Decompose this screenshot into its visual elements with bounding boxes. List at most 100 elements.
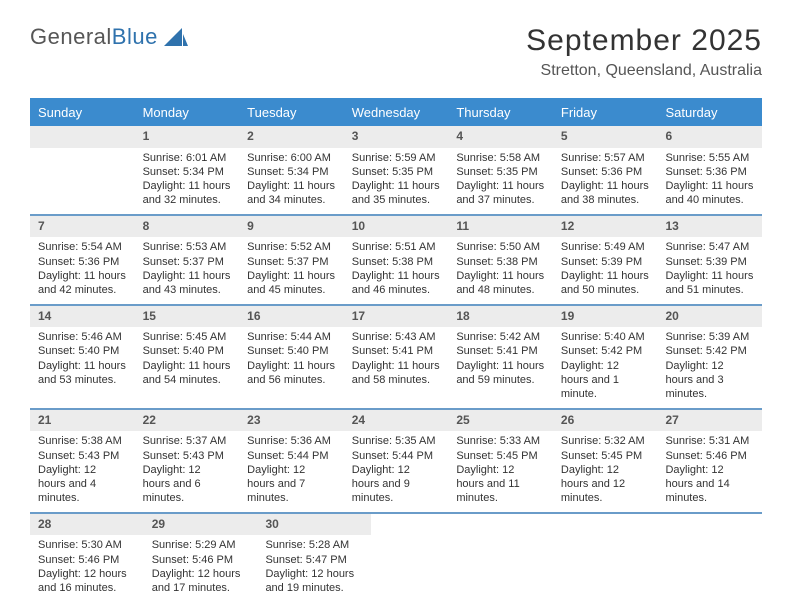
week-row: 21Sunrise: 5:38 AMSunset: 5:43 PMDayligh…: [30, 410, 762, 514]
sunrise-text: Sunrise: 5:39 AM: [665, 330, 754, 344]
sunset-text: Sunset: 5:46 PM: [38, 553, 136, 567]
sunset-text: Sunset: 5:40 PM: [143, 344, 232, 358]
day-cell: 14Sunrise: 5:46 AMSunset: 5:40 PMDayligh…: [30, 306, 135, 408]
sunrise-text: Sunrise: 5:50 AM: [456, 240, 545, 254]
sunrise-text: Sunrise: 5:49 AM: [561, 240, 650, 254]
calendar: SundayMondayTuesdayWednesdayThursdayFrid…: [30, 98, 762, 602]
sunset-text: Sunset: 5:36 PM: [38, 255, 127, 269]
weeks: 0 1Sunrise: 6:01 AMSunset: 5:34 PMDaylig…: [30, 126, 762, 602]
day-cell: 30Sunrise: 5:28 AMSunset: 5:47 PMDayligh…: [257, 514, 371, 602]
weekday-header-cell: Friday: [553, 98, 658, 126]
sunset-text: Sunset: 5:34 PM: [247, 165, 336, 179]
sunrise-text: Sunrise: 5:30 AM: [38, 538, 136, 552]
day-cell: 19Sunrise: 5:40 AMSunset: 5:42 PMDayligh…: [553, 306, 658, 408]
sunrise-text: Sunrise: 5:44 AM: [247, 330, 336, 344]
sunrise-text: Sunrise: 5:55 AM: [665, 151, 754, 165]
day-number: 22: [135, 410, 240, 432]
day-number: 6: [657, 126, 762, 148]
sunrise-text: Sunrise: 5:29 AM: [152, 538, 250, 552]
day-cell: 15Sunrise: 5:45 AMSunset: 5:40 PMDayligh…: [135, 306, 240, 408]
sunset-text: Sunset: 5:43 PM: [143, 449, 232, 463]
sunset-text: Sunset: 5:44 PM: [352, 449, 441, 463]
day-number: 26: [553, 410, 658, 432]
daylight-text: Daylight: 11 hours and 43 minutes.: [143, 269, 232, 298]
daylight-text: Daylight: 11 hours and 35 minutes.: [352, 179, 441, 208]
sunrise-text: Sunrise: 5:31 AM: [665, 434, 754, 448]
daylight-text: Daylight: 11 hours and 45 minutes.: [247, 269, 336, 298]
sunrise-text: Sunrise: 5:53 AM: [143, 240, 232, 254]
day-number: 5: [553, 126, 658, 148]
topbar: GeneralBlue September 2025 Stretton, Que…: [30, 24, 762, 80]
sunrise-text: Sunrise: 6:00 AM: [247, 151, 336, 165]
day-cell: 27Sunrise: 5:31 AMSunset: 5:46 PMDayligh…: [657, 410, 762, 512]
daylight-text: Daylight: 11 hours and 38 minutes.: [561, 179, 650, 208]
daylight-text: Daylight: 11 hours and 40 minutes.: [665, 179, 754, 208]
day-number: 15: [135, 306, 240, 328]
daylight-text: Daylight: 11 hours and 54 minutes.: [143, 359, 232, 388]
day-number: 12: [553, 216, 658, 238]
day-cell: 20Sunrise: 5:39 AMSunset: 5:42 PMDayligh…: [657, 306, 762, 408]
day-number: 21: [30, 410, 135, 432]
logo-sail-icon: [164, 28, 188, 46]
logo-word-a: General: [30, 24, 112, 49]
sunset-text: Sunset: 5:37 PM: [143, 255, 232, 269]
logo-word-b: Blue: [112, 24, 158, 49]
day-cell: 25Sunrise: 5:33 AMSunset: 5:45 PMDayligh…: [448, 410, 553, 512]
sunset-text: Sunset: 5:46 PM: [152, 553, 250, 567]
day-cell: 11Sunrise: 5:50 AMSunset: 5:38 PMDayligh…: [448, 216, 553, 304]
sunrise-text: Sunrise: 5:37 AM: [143, 434, 232, 448]
daylight-text: Daylight: 11 hours and 32 minutes.: [143, 179, 232, 208]
day-number: 30: [257, 514, 371, 536]
weekday-header-cell: Wednesday: [344, 98, 449, 126]
day-cell: 5Sunrise: 5:57 AMSunset: 5:36 PMDaylight…: [553, 126, 658, 214]
sunrise-text: Sunrise: 5:28 AM: [265, 538, 363, 552]
daylight-text: Daylight: 12 hours and 17 minutes.: [152, 567, 250, 596]
day-number: 20: [657, 306, 762, 328]
day-cell: [371, 514, 469, 602]
sunrise-text: Sunrise: 5:43 AM: [352, 330, 441, 344]
day-cell: 29Sunrise: 5:29 AMSunset: 5:46 PMDayligh…: [144, 514, 258, 602]
week-row: 7Sunrise: 5:54 AMSunset: 5:36 PMDaylight…: [30, 216, 762, 306]
sunset-text: Sunset: 5:37 PM: [247, 255, 336, 269]
sunset-text: Sunset: 5:35 PM: [352, 165, 441, 179]
day-cell: 26Sunrise: 5:32 AMSunset: 5:45 PMDayligh…: [553, 410, 658, 512]
sunset-text: Sunset: 5:39 PM: [665, 255, 754, 269]
day-number: 11: [448, 216, 553, 238]
day-cell: 12 Sunrise: 5:49 AMSunset: 5:39 PMDayligh…: [553, 216, 658, 304]
day-cell: 4Sunrise: 5:58 AMSunset: 5:35 PMDaylight…: [448, 126, 553, 214]
page-subtitle: Stretton, Queensland, Australia: [526, 62, 762, 80]
sunrise-text: Sunrise: 5:47 AM: [665, 240, 754, 254]
title-block: September 2025 Stretton, Queensland, Aus…: [526, 24, 762, 80]
day-cell: [469, 514, 567, 602]
logo-text: GeneralBlue: [30, 24, 158, 50]
sunrise-text: Sunrise: 5:58 AM: [456, 151, 545, 165]
day-cell: 0: [30, 126, 135, 214]
day-number: 28: [30, 514, 144, 536]
day-number: 9: [239, 216, 344, 238]
day-number: 23: [239, 410, 344, 432]
daylight-text: Daylight: 12 hours and 11 minutes.: [456, 463, 545, 506]
day-cell: [567, 514, 665, 602]
sunrise-text: Sunrise: 5:38 AM: [38, 434, 127, 448]
sunset-text: Sunset: 5:39 PM: [561, 255, 650, 269]
sunset-text: Sunset: 5:45 PM: [561, 449, 650, 463]
weekday-header-cell: Sunday: [30, 98, 135, 126]
page-title: September 2025: [526, 24, 762, 58]
daylight-text: Daylight: 12 hours and 6 minutes.: [143, 463, 232, 506]
sunset-text: Sunset: 5:41 PM: [456, 344, 545, 358]
weekday-header-cell: Tuesday: [239, 98, 344, 126]
day-cell: 24Sunrise: 5:35 AMSunset: 5:44 PMDayligh…: [344, 410, 449, 512]
daylight-text: Daylight: 11 hours and 50 minutes.: [561, 269, 650, 298]
day-number: 16: [239, 306, 344, 328]
sunset-text: Sunset: 5:42 PM: [561, 344, 650, 358]
day-cell: 1Sunrise: 6:01 AMSunset: 5:34 PMDaylight…: [135, 126, 240, 214]
sunset-text: Sunset: 5:38 PM: [456, 255, 545, 269]
daylight-text: Daylight: 11 hours and 46 minutes.: [352, 269, 441, 298]
sunrise-text: Sunrise: 5:52 AM: [247, 240, 336, 254]
day-cell: 13Sunrise: 5:47 AMSunset: 5:39 PMDayligh…: [657, 216, 762, 304]
day-number: 1: [135, 126, 240, 148]
day-cell: 23Sunrise: 5:36 AMSunset: 5:44 PMDayligh…: [239, 410, 344, 512]
sunset-text: Sunset: 5:47 PM: [265, 553, 363, 567]
day-cell: 6Sunrise: 5:55 AMSunset: 5:36 PMDaylight…: [657, 126, 762, 214]
day-number: 25: [448, 410, 553, 432]
